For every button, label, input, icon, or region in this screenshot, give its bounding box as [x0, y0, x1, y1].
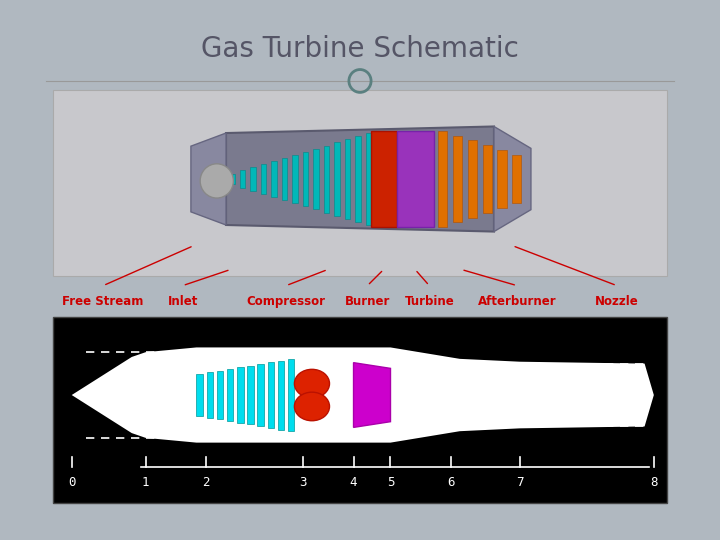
Text: Gas Turbine Schematic: Gas Turbine Schematic — [201, 35, 519, 63]
Polygon shape — [292, 155, 298, 203]
Polygon shape — [345, 139, 351, 219]
Circle shape — [200, 164, 233, 198]
Polygon shape — [258, 364, 264, 426]
Polygon shape — [226, 126, 494, 232]
Polygon shape — [240, 171, 246, 187]
Text: Compressor: Compressor — [246, 295, 325, 308]
Text: 2: 2 — [202, 476, 210, 489]
Polygon shape — [250, 167, 256, 191]
FancyBboxPatch shape — [397, 131, 433, 227]
Ellipse shape — [294, 369, 330, 398]
Polygon shape — [498, 150, 507, 208]
Polygon shape — [482, 145, 492, 213]
Polygon shape — [278, 361, 284, 429]
Text: Afterburner: Afterburner — [478, 295, 557, 308]
Polygon shape — [288, 359, 294, 431]
Text: Burner: Burner — [345, 295, 390, 308]
Polygon shape — [207, 373, 213, 417]
Polygon shape — [261, 164, 266, 194]
FancyBboxPatch shape — [53, 317, 667, 503]
Polygon shape — [217, 370, 223, 420]
Polygon shape — [282, 158, 287, 200]
Polygon shape — [366, 133, 372, 225]
Text: Inlet: Inlet — [168, 295, 198, 308]
Polygon shape — [468, 140, 477, 218]
Text: 7: 7 — [516, 476, 523, 489]
Text: 1: 1 — [142, 476, 149, 489]
Ellipse shape — [294, 392, 330, 421]
Polygon shape — [512, 155, 521, 203]
Polygon shape — [438, 131, 447, 227]
FancyBboxPatch shape — [53, 91, 667, 276]
Text: 0: 0 — [68, 476, 76, 489]
FancyBboxPatch shape — [371, 131, 397, 227]
Text: 5: 5 — [387, 476, 395, 489]
Polygon shape — [453, 136, 462, 222]
Polygon shape — [324, 145, 329, 213]
Polygon shape — [271, 161, 276, 197]
Polygon shape — [302, 152, 308, 206]
Text: Nozzle: Nozzle — [595, 295, 639, 308]
Text: 6: 6 — [447, 476, 454, 489]
Polygon shape — [191, 133, 226, 225]
Polygon shape — [197, 374, 203, 416]
Polygon shape — [354, 363, 390, 427]
Polygon shape — [72, 347, 654, 443]
Polygon shape — [494, 126, 531, 232]
Polygon shape — [334, 143, 340, 215]
Polygon shape — [268, 362, 274, 428]
Polygon shape — [227, 369, 233, 421]
Text: Free Stream: Free Stream — [63, 295, 144, 308]
Text: Turbine: Turbine — [405, 295, 454, 308]
Polygon shape — [247, 366, 253, 424]
Polygon shape — [201, 383, 418, 407]
Polygon shape — [313, 148, 319, 210]
Polygon shape — [355, 136, 361, 222]
Text: 3: 3 — [299, 476, 307, 489]
Text: 4: 4 — [350, 476, 357, 489]
Text: 8: 8 — [650, 476, 657, 489]
Polygon shape — [237, 367, 243, 423]
Polygon shape — [229, 173, 235, 185]
